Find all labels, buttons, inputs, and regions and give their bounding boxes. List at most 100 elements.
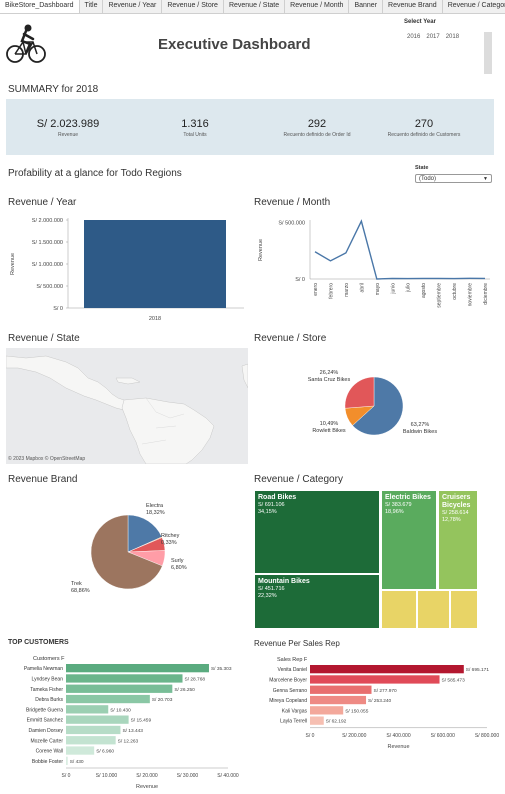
month-line[interactable] xyxy=(314,219,486,280)
x-tick-label: S/ 0 xyxy=(62,773,71,779)
bar-value-label: S/ 62.192 xyxy=(326,719,347,725)
y-tick-label: S/ 500.000 xyxy=(36,284,63,290)
bar-value-label: S/ 6.960 xyxy=(96,749,114,755)
x-tick-label: octubre xyxy=(452,283,458,300)
year-option[interactable]: 2018 xyxy=(445,34,460,40)
sheet-tab[interactable]: Revenue / State xyxy=(224,0,286,13)
sheet-tab[interactable]: Revenue Brand xyxy=(383,0,443,13)
bar-category-label: Damien Dorsey xyxy=(29,728,64,734)
x-tick-label: abril xyxy=(359,283,365,292)
x-tick-label: S/ 10.000 xyxy=(96,773,118,779)
bar[interactable] xyxy=(310,685,372,694)
sales-rep-title: Revenue Per Sales Rep xyxy=(254,639,340,648)
slice-name-label: Surly xyxy=(171,558,184,564)
store-slice[interactable] xyxy=(352,376,404,436)
treemap-cell[interactable]: Road Bikes S/ 691.106 34,15% xyxy=(254,490,380,574)
x-tick-label: 2018 xyxy=(149,316,161,322)
bar-value-label: S/ 695.171 xyxy=(466,667,490,673)
chevron-down-icon: ▼ xyxy=(483,176,488,182)
bar[interactable] xyxy=(66,694,150,704)
kpi-label: Total Units xyxy=(183,132,207,138)
sheet-tab[interactable]: Revenue / Category xyxy=(443,0,505,13)
bar[interactable] xyxy=(310,706,344,715)
rev-category-treemap: Road Bikes S/ 691.106 34,15% Mountain Bikes… xyxy=(254,490,478,629)
state-map[interactable]: © 2023 Mapbox © OpenStreetMap xyxy=(6,348,248,464)
dashboard-title: Executive Dashboard xyxy=(158,36,311,53)
y-tick-label: S/ 500.000 xyxy=(278,220,305,226)
x-tick-label: mayo xyxy=(375,283,381,295)
treemap-cell-label: Mountain Bikes xyxy=(258,578,310,585)
bar[interactable] xyxy=(66,715,129,724)
bar[interactable] xyxy=(310,695,367,705)
x-axis-label: Revenue xyxy=(136,784,158,790)
store-slice[interactable] xyxy=(344,376,375,409)
map-attribution: © 2023 Mapbox © OpenStreetMap xyxy=(8,456,86,462)
y-axis-label: Revenue xyxy=(258,239,264,261)
year-option[interactable]: 2016 xyxy=(407,34,421,40)
bar[interactable] xyxy=(66,736,116,745)
rev-year-chart: S/ 0 S/ 500.000 S/ 1.000.000 S/ 1.500.000 S/… xyxy=(10,218,244,322)
bar[interactable] xyxy=(66,725,121,735)
treemap-cell[interactable]: Electric Bikes S/ 383.679 18,96% xyxy=(381,490,437,590)
sheet-tab[interactable]: Revenue / Store xyxy=(162,0,224,13)
bar[interactable] xyxy=(310,675,440,684)
select-year-label: Select Year xyxy=(404,19,436,25)
sheet-tab[interactable]: Banner xyxy=(349,0,384,13)
cyclist-logo xyxy=(6,22,46,64)
rev-state-title: Revenue / State xyxy=(8,333,80,344)
treemap-cell[interactable]: Cruisers Bicycles S/ 258.614 12,78% xyxy=(438,490,478,590)
bar[interactable] xyxy=(310,716,324,725)
bar-category-label: Mireya Copeland xyxy=(269,698,307,704)
treemap-cell-percent: 12,78% xyxy=(442,517,461,523)
bar[interactable] xyxy=(310,665,464,674)
bar[interactable] xyxy=(66,684,173,693)
y-tick-label: S/ 1.000.000 xyxy=(32,262,63,268)
bar[interactable] xyxy=(66,674,183,683)
x-tick-label: enero xyxy=(313,283,319,296)
year-option[interactable]: 2017 xyxy=(426,34,440,40)
sheet-tab[interactable]: Revenue / Month xyxy=(285,0,350,13)
sheet-tab[interactable]: BikeStore_Dashboard xyxy=(0,0,80,13)
state-filter-dropdown[interactable]: (Todo) ▼ xyxy=(415,174,492,183)
x-tick-label: marzo xyxy=(344,283,350,297)
x-tick-label: S/ 400.000 xyxy=(386,733,410,739)
bar-category-label: Lyndsey Bean xyxy=(31,677,63,683)
year-bar[interactable] xyxy=(84,220,226,308)
treemap-cell-percent: 22,32% xyxy=(258,593,277,599)
scrollbar[interactable] xyxy=(484,32,492,74)
treemap-cell[interactable]: Mountain Bikes S/ 451.716 22,32% xyxy=(254,574,380,629)
y-axis-label: Revenue xyxy=(10,253,16,275)
bar[interactable] xyxy=(66,664,209,673)
x-tick-label: S/ 600.000 xyxy=(431,733,455,739)
year-selector[interactable]: 2016 2017 2018 xyxy=(407,34,465,40)
slice-name-label: Santa Cruz Bikes xyxy=(308,377,351,383)
treemap-cell-label: Road Bikes xyxy=(258,494,297,501)
sales-rep-chart: Sales Rep F Venita Daniel S/ 695.171 Marcel… xyxy=(269,657,499,750)
brand-slice[interactable] xyxy=(127,514,163,553)
rev-store-title: Revenue / Store xyxy=(254,333,327,344)
y-tick-label: S/ 2.000.000 xyxy=(32,218,63,224)
treemap-cell-value: S/ 451.716 xyxy=(258,586,285,592)
y-tick-label: S/ 0 xyxy=(295,277,305,283)
profitability-title: Profability at a glance for Todo Regions xyxy=(8,168,182,179)
bar[interactable] xyxy=(66,705,109,714)
brand-slice[interactable] xyxy=(90,514,163,590)
treemap-cell-small[interactable] xyxy=(381,590,417,629)
sheet-tabs: BikeStore_Dashboard Title Revenue / Year Re… xyxy=(0,0,505,14)
bar-value-label: S/ 20.703 xyxy=(152,697,173,703)
bar-category-label: Kali Vargas xyxy=(282,708,308,714)
bar[interactable] xyxy=(66,756,68,765)
sheet-tab[interactable]: Revenue / Year xyxy=(103,0,163,13)
bar-value-label: S/ 253.240 xyxy=(368,698,392,704)
bar-value-label: S/ 12.263 xyxy=(118,738,139,744)
treemap-cell-small[interactable] xyxy=(417,590,450,629)
x-tick-label: julio xyxy=(406,283,412,293)
rev-category-title: Revenue / Category xyxy=(254,474,343,485)
treemap-cell-value: S/ 383.679 xyxy=(385,502,412,508)
treemap-cell-label: Electric Bikes xyxy=(385,494,431,501)
bar[interactable] xyxy=(66,746,95,755)
treemap-cell-small[interactable] xyxy=(450,590,478,629)
bar-category-label: Tameka Fisher xyxy=(30,687,63,693)
sheet-tab[interactable]: Title xyxy=(80,0,104,13)
slice-name-label: Electra xyxy=(146,503,164,509)
